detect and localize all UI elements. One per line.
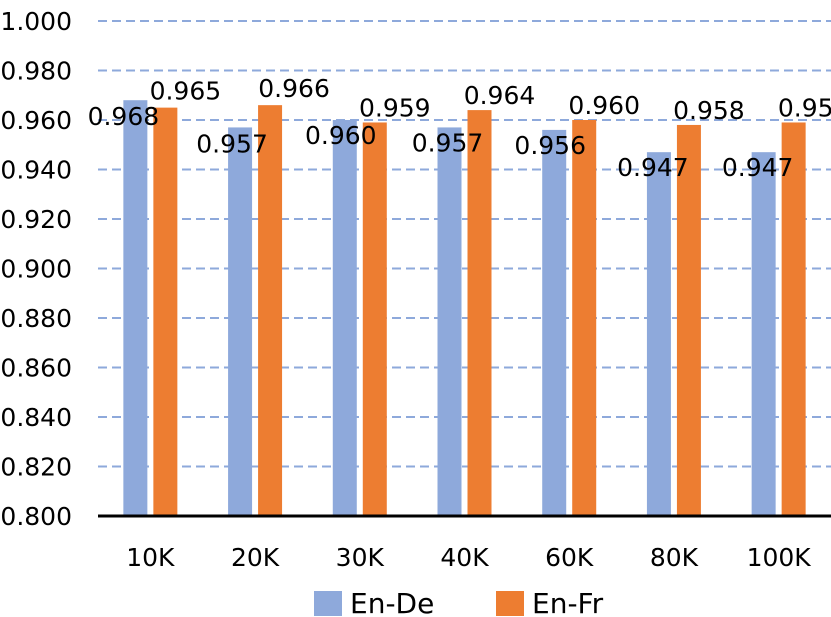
- legend-label-en-fr: En-Fr: [532, 587, 604, 617]
- data-label: 0.947: [722, 153, 794, 182]
- y-tick-label: 0.980: [0, 57, 72, 86]
- data-label: 0.965: [150, 77, 222, 106]
- gridlines: [98, 20, 831, 468]
- y-tick-label: 0.920: [0, 205, 72, 234]
- bar-en-fr-20k: [258, 105, 283, 517]
- x-axis-ticks: 10K 20K 30K 40K 60K 80K 100K: [126, 543, 811, 572]
- legend-swatch-en-de: [314, 591, 342, 616]
- bar-en-fr-60k: [572, 120, 597, 516]
- bar-en-fr-100k: [781, 122, 806, 516]
- y-axis-ticks: 0.800 0.820 0.840 0.860 0.880 0.900 0.920 0.940…: [0, 7, 72, 531]
- y-tick-label: 0.840: [0, 403, 72, 432]
- data-labels: 0.9680.9650.9570.9660.9600.9590.9570.964…: [88, 74, 831, 182]
- x-tick-label: 80K: [650, 543, 699, 572]
- data-label: 0.958: [673, 96, 745, 125]
- x-tick-label: 10K: [126, 543, 175, 572]
- data-label: 0.959: [359, 93, 431, 122]
- y-tick-label: 0.820: [0, 453, 72, 482]
- bar-en-de-80k: [646, 152, 671, 517]
- y-tick-label: 0.940: [0, 156, 72, 185]
- y-tick-label: 0.960: [0, 106, 72, 135]
- data-label: 0.966: [258, 74, 330, 103]
- data-label: 0.957: [412, 128, 484, 157]
- x-tick-label: 30K: [336, 543, 385, 572]
- data-label: 0.960: [568, 91, 640, 120]
- y-tick-label: 0.800: [0, 502, 72, 531]
- bar-en-de-30k: [332, 120, 357, 516]
- bar-en-de-60k: [542, 129, 567, 516]
- data-label: 0.968: [88, 102, 160, 131]
- bar-en-de-100k: [751, 152, 776, 517]
- y-tick-label: 1.000: [0, 7, 72, 36]
- data-label: 0.947: [617, 153, 689, 182]
- bar-en-fr-80k: [676, 124, 701, 516]
- data-label: 0.960: [305, 121, 377, 150]
- bar-en-fr-40k: [467, 110, 492, 516]
- x-tick-label: 20K: [231, 543, 280, 572]
- data-label: 0.956: [514, 131, 586, 160]
- data-label: 0.959: [778, 93, 831, 122]
- bar-en-de-40k: [437, 127, 462, 517]
- bar-en-fr-30k: [362, 122, 387, 516]
- legend: En-De En-Fr: [314, 587, 604, 617]
- bar-en-de-10k: [123, 100, 148, 516]
- x-tick-label: 60K: [545, 543, 594, 572]
- x-tick-label: 100K: [747, 543, 812, 572]
- y-tick-label: 0.860: [0, 354, 72, 383]
- y-tick-label: 0.900: [0, 255, 72, 284]
- data-label: 0.957: [196, 129, 268, 158]
- bar-en-de-20k: [228, 127, 253, 517]
- data-label: 0.964: [464, 81, 536, 110]
- y-tick-label: 0.880: [0, 304, 72, 333]
- x-tick-label: 40K: [440, 543, 489, 572]
- legend-label-en-de: En-De: [350, 587, 434, 617]
- bars: [123, 100, 806, 517]
- bar-en-fr-10k: [153, 107, 178, 516]
- legend-swatch-en-fr: [496, 591, 524, 616]
